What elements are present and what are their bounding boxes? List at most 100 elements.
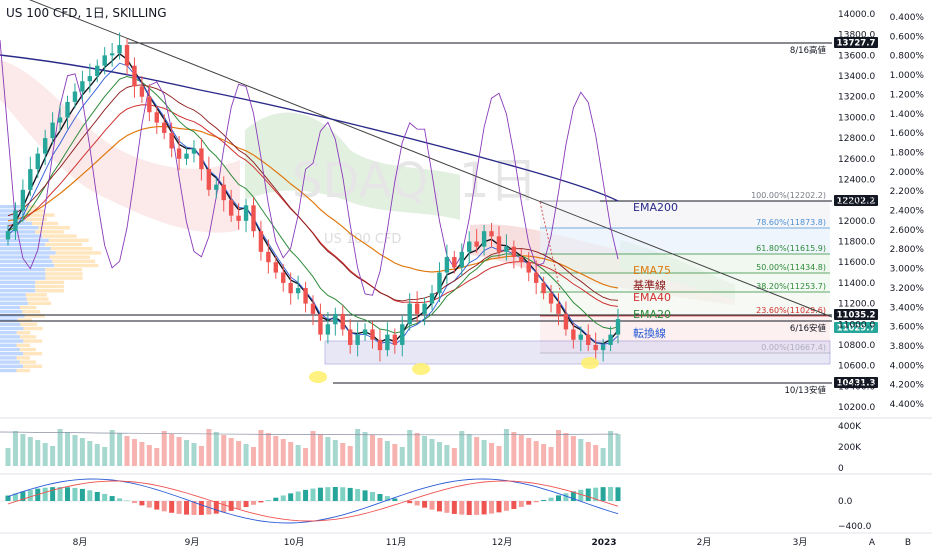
histogram-bar [555, 495, 561, 501]
volume-bar [198, 446, 204, 466]
candle-body [109, 53, 115, 56]
volume-bar [20, 434, 26, 466]
kijun-line [7, 84, 619, 302]
volume-bar [399, 447, 405, 466]
profile-bar [31, 221, 59, 226]
percent-tick: 0.800% [890, 52, 925, 62]
candle-body [72, 91, 78, 102]
candle-body [400, 324, 405, 345]
volume-bar [578, 439, 584, 466]
volume-bar [325, 437, 331, 466]
price-tick: 12400.0 [838, 175, 875, 185]
volume-bar [481, 440, 487, 466]
profile-bar [45, 272, 83, 276]
histogram-bar [526, 501, 532, 505]
price-tick: 12600.0 [838, 155, 875, 165]
candle-body [266, 251, 271, 263]
volume-bar [317, 434, 323, 466]
profile-bar [0, 284, 36, 289]
volume-bar [422, 436, 428, 466]
percent-tick: 1.000% [890, 71, 925, 81]
time-tick: 2月 [697, 537, 712, 548]
profile-bar [0, 259, 53, 263]
candle-body [132, 65, 137, 87]
histogram-bar [481, 501, 487, 515]
trendline [28, 0, 833, 318]
candle-body [236, 215, 241, 221]
histogram-bar [288, 493, 294, 501]
histogram-bar [161, 501, 167, 512]
candle-body [593, 344, 598, 351]
profile-bar [0, 297, 27, 301]
profile-bar [0, 360, 20, 364]
candle-body [13, 210, 18, 232]
percent-tick: 1.400% [890, 110, 925, 120]
volume-bar [570, 436, 576, 466]
candle-body [191, 148, 197, 154]
fib-label: 78.60%(11873.8) [756, 218, 826, 227]
watermark-symbol: SDAQ, 1日 [292, 153, 537, 209]
highlight-dot [412, 363, 430, 375]
histogram-bar [600, 487, 606, 501]
candle-body [392, 334, 398, 345]
time-tick: 2023 [591, 538, 616, 548]
candle-body [162, 122, 167, 133]
fib-label: 23.60%(11029.6) [756, 306, 826, 315]
candle-body [385, 334, 390, 351]
volume-bar [295, 445, 301, 466]
level-badge-text: 12202.2 [837, 197, 876, 207]
histogram-bar [27, 489, 33, 501]
histogram-bar [94, 491, 100, 501]
volume-bar [466, 434, 472, 466]
volume-bar [250, 447, 256, 466]
histogram-bar [109, 496, 115, 501]
indicator-label-4: EMA20 [633, 308, 671, 321]
profile-bar [19, 347, 37, 352]
volume-bar [154, 448, 160, 466]
histogram-bar [198, 501, 204, 515]
price-axis: 14000.0 13800.0 13600.0 13400.0 13200.0 13000… [838, 10, 875, 413]
histogram-bar [585, 488, 591, 501]
profile-bar [45, 242, 83, 247]
percent-tick: 4.000% [890, 361, 925, 371]
candle-body [258, 231, 264, 252]
candle-body [615, 319, 621, 335]
axis-button-a[interactable]: A [869, 538, 876, 548]
histogram-bar [303, 489, 309, 501]
level-badge [834, 322, 878, 333]
profile-bar [52, 259, 96, 263]
candle-body [35, 153, 40, 170]
candle-body [87, 76, 93, 82]
profile-bar [0, 310, 23, 314]
price-tick: 13600.0 [838, 51, 875, 61]
volume-bar [563, 433, 569, 466]
level-badge [834, 377, 878, 388]
fib-zone [540, 228, 830, 254]
volume-bar [384, 441, 390, 466]
percent-tick: 3.000% [890, 265, 925, 275]
percent-tick: 3.600% [890, 323, 925, 333]
axis-button-b[interactable]: B [905, 538, 911, 548]
profile-bar [20, 322, 38, 326]
histogram-bar [593, 487, 599, 501]
histogram-bar [65, 487, 71, 501]
ema20-line [7, 75, 619, 334]
candle-body [169, 132, 174, 149]
percent-tick: 2.800% [890, 245, 925, 255]
price-tick: 12000.0 [838, 217, 875, 227]
level-label: 6/16安値 [790, 323, 827, 334]
volume-bar [347, 446, 353, 466]
candle-body [467, 241, 472, 252]
profile-bar [55, 251, 102, 255]
profile-bar [38, 226, 70, 230]
candle-body [444, 257, 450, 273]
profile-bar [0, 318, 18, 322]
profile-bar [0, 280, 36, 284]
profile-bar [0, 326, 24, 331]
profile-bar [0, 305, 20, 310]
profile-bar [0, 234, 43, 238]
price-tick: 11800.0 [838, 238, 875, 248]
histogram-bar [50, 487, 56, 501]
